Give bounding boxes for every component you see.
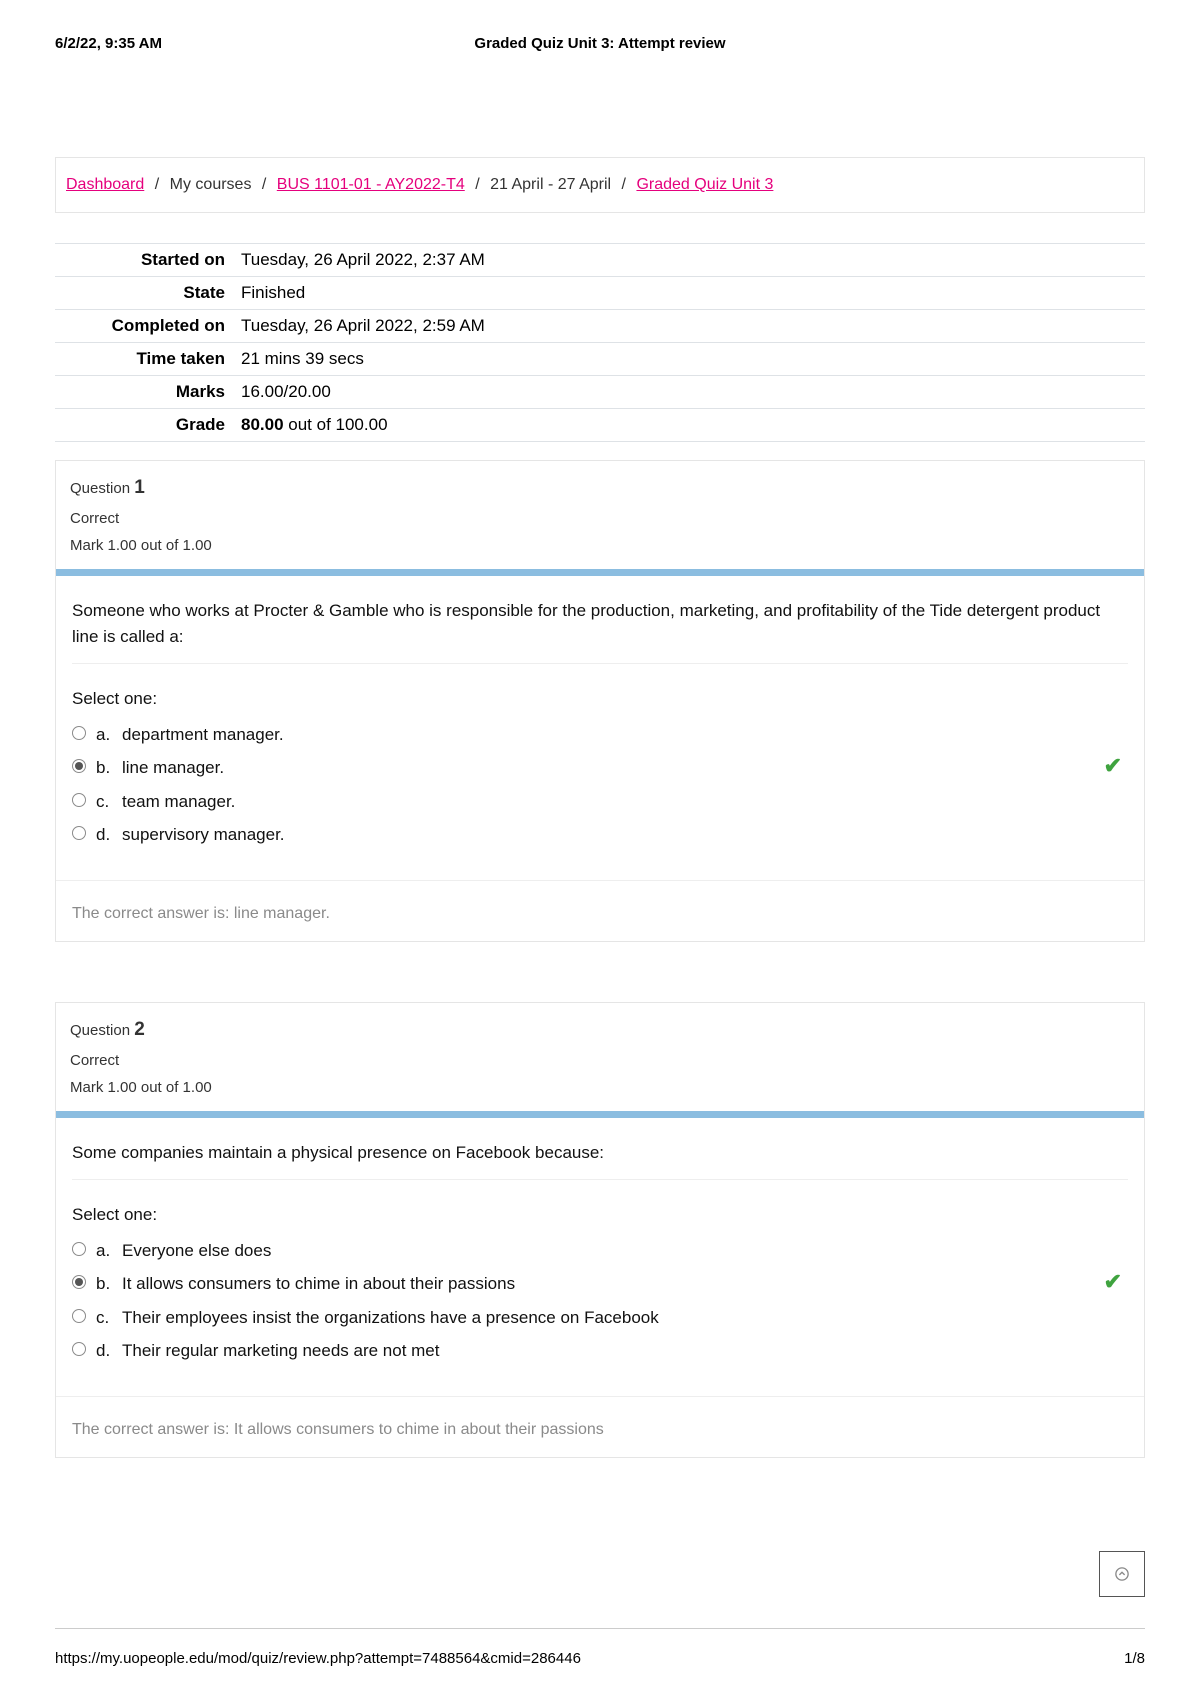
breadcrumb-link-course[interactable]: BUS 1101-01 - AY2022-T4 <box>277 176 465 193</box>
summary-value: 21 mins 39 secs <box>235 343 1145 376</box>
summary-value: 16.00/20.00 <box>235 376 1145 409</box>
option-letter: b. <box>96 1271 122 1297</box>
option-letter: a. <box>96 1238 122 1264</box>
question-feedback: The correct answer is: It allows consume… <box>56 1396 1144 1457</box>
option-letter: c. <box>96 789 122 815</box>
checkmark-icon: ✔ <box>1104 1271 1128 1293</box>
option-text: Everyone else does <box>122 1238 1128 1264</box>
scroll-to-top-button[interactable] <box>1099 1551 1145 1597</box>
answer-option[interactable]: b. line manager. ✔ <box>72 751 1128 785</box>
radio-icon <box>72 726 86 740</box>
answer-list: a. department manager. b. line manager. … <box>72 718 1128 852</box>
answer-list: a. Everyone else does b. It allows consu… <box>72 1234 1128 1368</box>
summary-value: Tuesday, 26 April 2022, 2:59 AM <box>235 310 1145 343</box>
checkmark-icon: ✔ <box>1104 755 1128 777</box>
summary-label: Grade <box>55 409 235 442</box>
question-status: Correct <box>70 505 1130 532</box>
select-one-label: Select one: <box>72 686 1128 712</box>
footer-page: 1/8 <box>1124 1650 1145 1667</box>
question-header: Question 1 Correct Mark 1.00 out of 1.00 <box>56 461 1144 569</box>
summary-label: Completed on <box>55 310 235 343</box>
answer-option[interactable]: d. Their regular marketing needs are not… <box>72 1334 1128 1368</box>
question-header: Question 2 Correct Mark 1.00 out of 1.00 <box>56 1003 1144 1111</box>
grade-bold: 80.00 <box>241 415 284 434</box>
table-row: Grade 80.00 out of 100.00 <box>55 409 1145 442</box>
option-text: It allows consumers to chime in about th… <box>122 1271 1104 1297</box>
question-mark: Mark 1.00 out of 1.00 <box>70 1074 1130 1101</box>
print-title: Graded Quiz Unit 3: Attempt review <box>474 35 725 52</box>
grade-rest: out of 100.00 <box>284 415 388 434</box>
option-letter: c. <box>96 1305 122 1331</box>
table-row: State Finished <box>55 277 1145 310</box>
question-body: Someone who works at Procter & Gamble wh… <box>56 576 1144 860</box>
breadcrumb-separator: / <box>155 176 159 193</box>
question-number: Question 1 <box>70 471 1130 505</box>
question-feedback: The correct answer is: line manager. <box>56 880 1144 941</box>
option-text: line manager. <box>122 755 1104 781</box>
option-letter: b. <box>96 755 122 781</box>
radio-icon <box>72 826 86 840</box>
option-letter: d. <box>96 1338 122 1364</box>
answer-option[interactable]: a. department manager. <box>72 718 1128 752</box>
question-status: Correct <box>70 1047 1130 1074</box>
summary-label: Marks <box>55 376 235 409</box>
summary-label: State <box>55 277 235 310</box>
print-header: 6/2/22, 9:35 AM Graded Quiz Unit 3: Atte… <box>55 35 1145 52</box>
question-body: Some companies maintain a physical prese… <box>56 1118 1144 1376</box>
print-timestamp: 6/2/22, 9:35 AM <box>55 35 162 52</box>
breadcrumb-text-daterange: 21 April - 27 April <box>490 176 611 193</box>
breadcrumb-link-dashboard[interactable]: Dashboard <box>66 176 144 193</box>
answer-option[interactable]: c. Their employees insist the organizati… <box>72 1301 1128 1335</box>
option-text: department manager. <box>122 722 1128 748</box>
summary-label: Time taken <box>55 343 235 376</box>
radio-icon <box>72 793 86 807</box>
option-text: Their employees insist the organizations… <box>122 1305 1128 1331</box>
radio-icon <box>72 1342 86 1356</box>
radio-icon <box>72 759 86 773</box>
answer-option[interactable]: a. Everyone else does <box>72 1234 1128 1268</box>
radio-icon <box>72 1275 86 1289</box>
question-divider-bar <box>56 569 1144 576</box>
option-text: Their regular marketing needs are not me… <box>122 1338 1128 1364</box>
summary-value: Finished <box>235 277 1145 310</box>
table-row: Completed on Tuesday, 26 April 2022, 2:5… <box>55 310 1145 343</box>
summary-label: Started on <box>55 244 235 277</box>
option-letter: d. <box>96 822 122 848</box>
option-letter: a. <box>96 722 122 748</box>
option-text: team manager. <box>122 789 1128 815</box>
question-mark: Mark 1.00 out of 1.00 <box>70 532 1130 559</box>
breadcrumb-link-quiz[interactable]: Graded Quiz Unit 3 <box>636 176 773 193</box>
chevron-up-icon <box>1115 1567 1129 1581</box>
print-footer: https://my.uopeople.edu/mod/quiz/review.… <box>55 1649 1145 1667</box>
answer-option[interactable]: c. team manager. <box>72 785 1128 819</box>
breadcrumb-text-mycourses: My courses <box>170 176 252 193</box>
breadcrumb: Dashboard / My courses / BUS 1101-01 - A… <box>55 157 1145 213</box>
summary-value: Tuesday, 26 April 2022, 2:37 AM <box>235 244 1145 277</box>
table-row: Marks 16.00/20.00 <box>55 376 1145 409</box>
table-row: Time taken 21 mins 39 secs <box>55 343 1145 376</box>
breadcrumb-separator: / <box>475 176 479 193</box>
question-block: Question 1 Correct Mark 1.00 out of 1.00… <box>55 460 1145 942</box>
answer-option[interactable]: b. It allows consumers to chime in about… <box>72 1267 1128 1301</box>
question-block: Question 2 Correct Mark 1.00 out of 1.00… <box>55 1002 1145 1458</box>
question-divider-bar <box>56 1111 1144 1118</box>
breadcrumb-separator: / <box>262 176 266 193</box>
footer-url: https://my.uopeople.edu/mod/quiz/review.… <box>55 1650 581 1667</box>
answer-option[interactable]: d. supervisory manager. <box>72 818 1128 852</box>
question-text: Some companies maintain a physical prese… <box>72 1140 1128 1181</box>
option-text: supervisory manager. <box>122 822 1128 848</box>
radio-icon <box>72 1309 86 1323</box>
select-one-label: Select one: <box>72 1202 1128 1228</box>
table-row: Started on Tuesday, 26 April 2022, 2:37 … <box>55 244 1145 277</box>
question-text: Someone who works at Procter & Gamble wh… <box>72 598 1128 664</box>
footer-divider <box>55 1628 1145 1629</box>
attempt-summary-table: Started on Tuesday, 26 April 2022, 2:37 … <box>55 243 1145 442</box>
breadcrumb-separator: / <box>622 176 626 193</box>
question-number: Question 2 <box>70 1013 1130 1047</box>
summary-value: 80.00 out of 100.00 <box>235 409 1145 442</box>
radio-icon <box>72 1242 86 1256</box>
